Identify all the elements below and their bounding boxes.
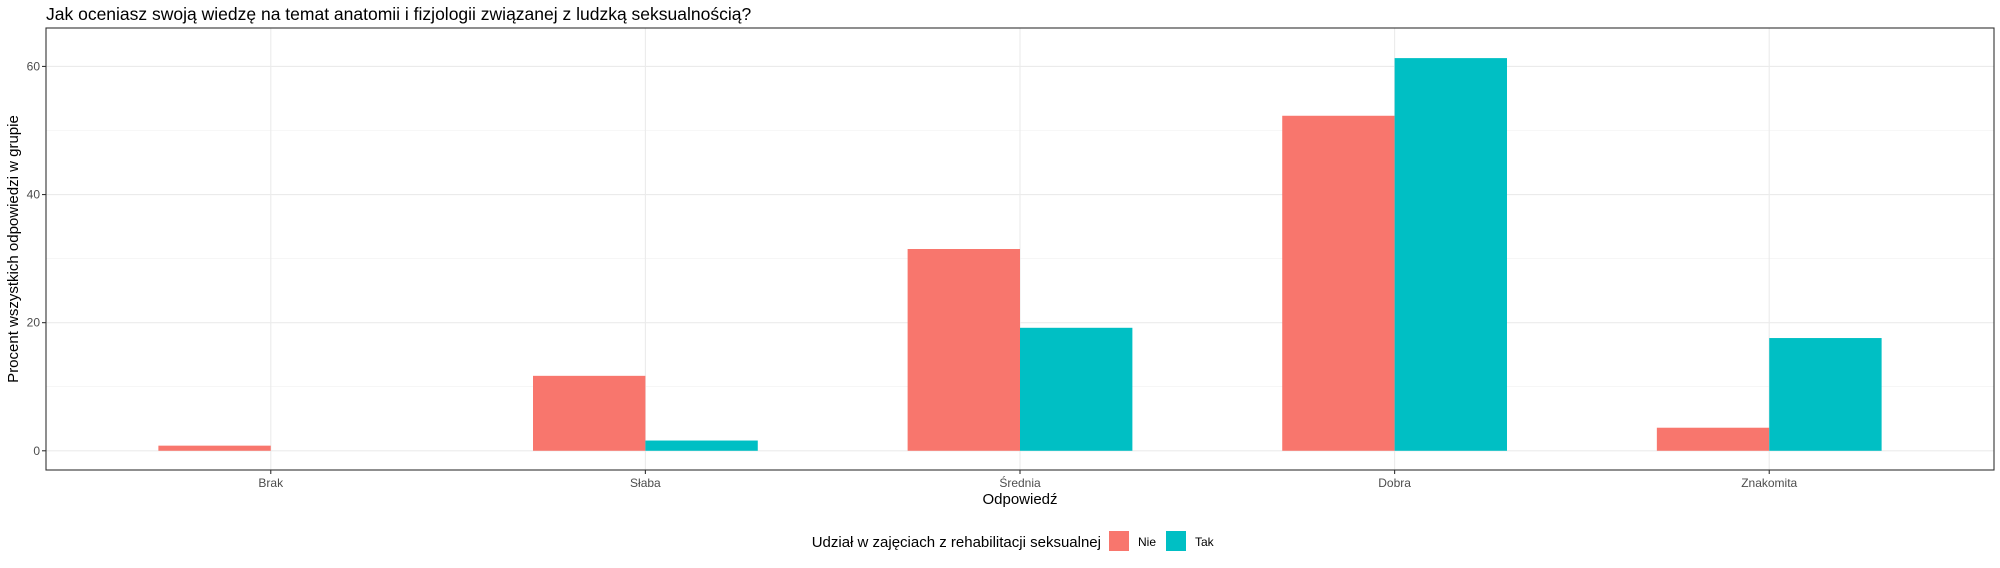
legend-key-nie (1109, 531, 1129, 551)
legend: Udział w zajęciach z rehabilitacji seksu… (812, 531, 1215, 551)
legend-key-tak (1166, 531, 1186, 551)
bars (158, 58, 1882, 451)
bar-tak-1 (645, 440, 758, 451)
legend-title: Udział w zajęciach z rehabilitacji seksu… (812, 534, 1101, 551)
x-tick-label: Średnia (999, 475, 1041, 490)
bar-nie-2 (907, 249, 1020, 451)
y-axis: 0 20 40 60 (27, 59, 46, 458)
x-tick-label: Znakomita (1741, 476, 1797, 490)
x-axis-title: Odpowiedź (982, 491, 1057, 508)
y-tick-label: 0 (33, 444, 40, 458)
x-tick-label: Brak (258, 476, 284, 490)
y-tick-label: 60 (27, 59, 41, 73)
y-axis-title: Procent wszystkich odpowiedzi w grupie (5, 115, 22, 383)
bar-nie-3 (1282, 115, 1395, 451)
bar-nie-0 (158, 445, 271, 451)
legend-label-nie: Nie (1138, 535, 1156, 549)
chart-title: Jak oceniasz swoją wiedzę na temat anato… (46, 4, 751, 24)
x-tick-label: Dobra (1378, 476, 1411, 490)
y-tick-label: 40 (27, 188, 41, 202)
bar-nie-4 (1656, 427, 1770, 451)
x-tick-label: Słaba (630, 476, 661, 490)
bar-tak-2 (1020, 327, 1133, 451)
bar-tak-3 (1394, 58, 1507, 451)
y-tick-label: 20 (27, 316, 41, 330)
legend-label-tak: Tak (1195, 535, 1215, 549)
bar-tak-4 (1769, 338, 1882, 451)
bar-nie-1 (533, 375, 646, 451)
x-axis: Brak Słaba Średnia Dobra Znakomita (258, 470, 1798, 490)
